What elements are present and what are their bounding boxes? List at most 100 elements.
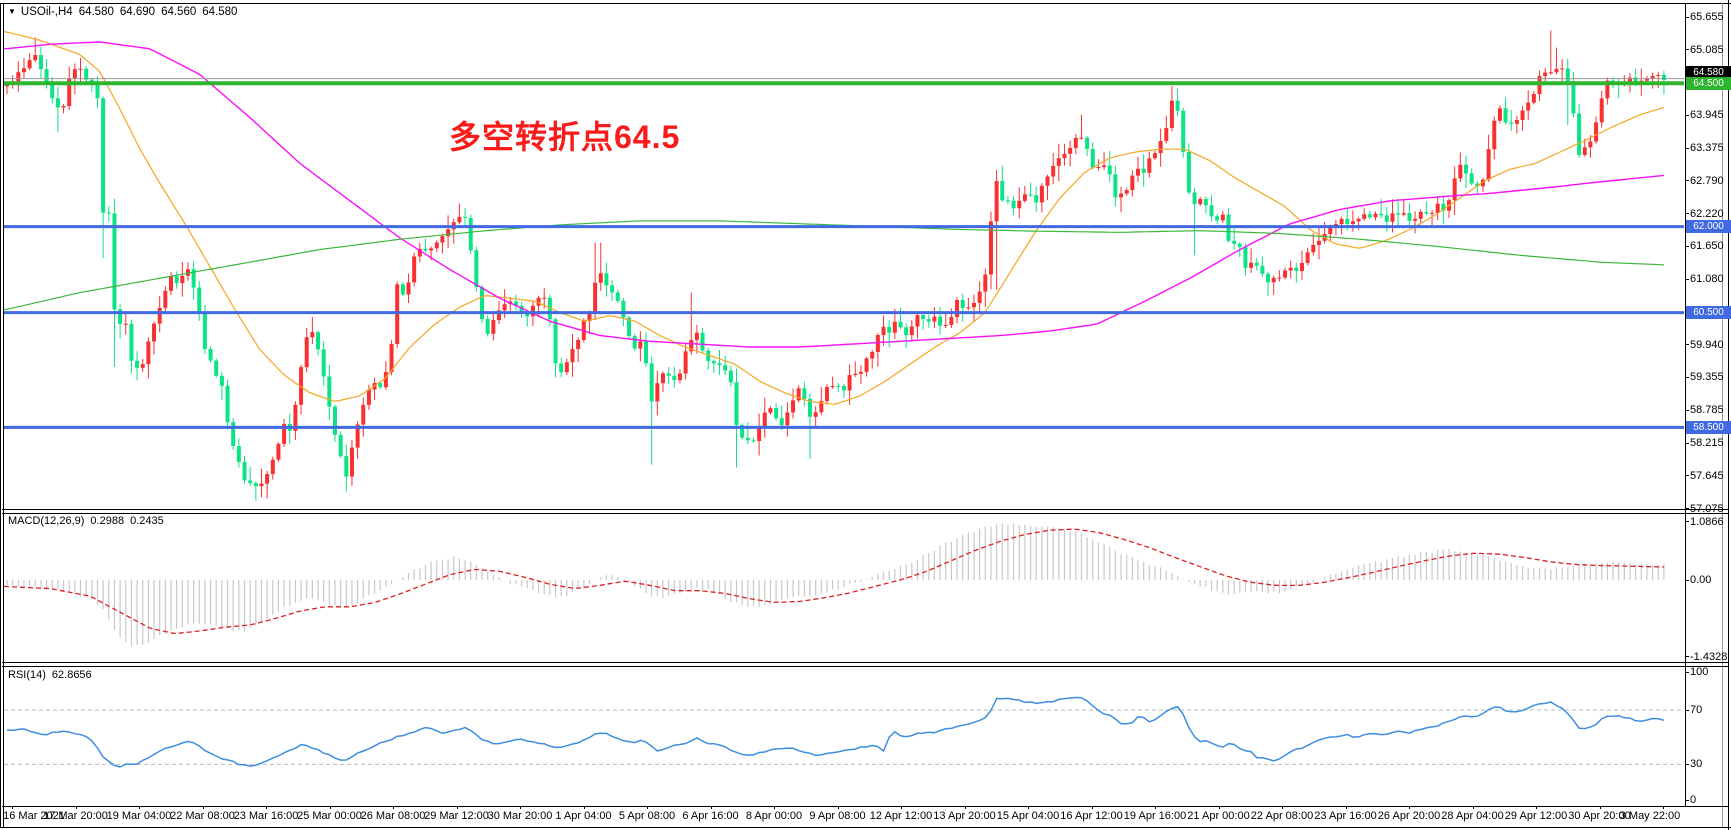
price-tick-label: 63.945 (1690, 109, 1724, 122)
time-tick (202, 806, 204, 809)
time-tick (12, 806, 13, 809)
time-axis-border (2, 806, 1729, 807)
time-label: 25 Mar 00:00 (297, 810, 362, 822)
macd-rsi-divider (2, 662, 1729, 663)
time-tick (710, 806, 712, 809)
price-tick-label: 57.075 (1690, 502, 1724, 515)
time-tick (266, 806, 267, 809)
macd-tick (1685, 656, 1689, 658)
rsi-tick-label: 30 (1690, 758, 1703, 771)
rsi-tick-label: 70 (1690, 704, 1703, 716)
candles-group (5, 30, 1666, 501)
time-label: 21 Apr 00:00 (1187, 810, 1250, 822)
price-tick (1685, 213, 1689, 215)
price-tick (1685, 180, 1689, 182)
rsi-label: RSI(14) (8, 669, 46, 681)
time-tick (139, 806, 140, 809)
price-tick (1685, 442, 1689, 444)
price-tick-label: 62.220 (1690, 207, 1724, 220)
price-tick-label: 65.085 (1690, 43, 1724, 56)
price-tick-label: 59.355 (1690, 371, 1724, 384)
price-tick (1685, 278, 1689, 280)
rsi-tick (1685, 709, 1689, 711)
price-tick-label: 58.785 (1690, 404, 1724, 417)
window-right-border (1728, 0, 1729, 830)
time-label: 19 Mar 04:00 (106, 810, 172, 822)
chevron-down-icon[interactable]: ▼ (8, 7, 16, 16)
time-label: 15 Apr 04:00 (996, 810, 1060, 822)
time-tick (1599, 806, 1601, 809)
time-tick (456, 806, 458, 809)
time-label: 28 Apr 04:00 (1441, 810, 1504, 822)
rsi-tick-label: 0 (1690, 794, 1697, 806)
time-tick (1472, 806, 1474, 809)
price-tick (1685, 376, 1689, 378)
time-label: 29 Mar 12:00 (424, 810, 489, 822)
price-tick-label: 58.215 (1690, 437, 1724, 449)
rsi-value: 62.8656 (51, 669, 92, 681)
macd-tick (1685, 579, 1689, 581)
price-tick-label: 59.940 (1690, 338, 1724, 351)
fast-ma-line (3, 31, 1665, 405)
time-tick (1091, 806, 1093, 809)
time-label: 17 Mar 20:00 (43, 810, 108, 822)
rsi-panel-top-border (2, 666, 1729, 667)
macd-main-value: 0.2988 (90, 515, 125, 527)
time-tick (1345, 806, 1347, 809)
time-label: 23 Apr 16:00 (1314, 810, 1377, 822)
chart-header: ▼ USOil-,H4 64.580 64.690 64.560 64.580 (8, 6, 237, 18)
rsi-line (6, 696, 1665, 768)
quote-close: 64.580 (202, 6, 238, 18)
time-label: 30 Mar 20:00 (487, 810, 553, 822)
price-tick (1685, 508, 1689, 510)
time-label: 12 Apr 12:00 (869, 810, 933, 822)
time-label: 8 Apr 00:00 (745, 810, 803, 822)
time-label: 30 Apr 20:00 (1568, 810, 1631, 822)
rsi-tick-label: 100 (1690, 666, 1709, 678)
macd-histogram (6, 523, 1665, 647)
macd-tick-label: 1.0866 (1690, 515, 1724, 528)
price-badge-64_500: 64.500 (1686, 76, 1731, 90)
macd-tick (1685, 521, 1689, 523)
time-label: 26 Mar 08:00 (360, 810, 426, 822)
price-tick (1685, 409, 1689, 411)
time-tick (520, 806, 521, 809)
macd-header: MACD(12,26,9) 0.2988 0.2435 (8, 515, 170, 527)
time-label: 19 Apr 16:00 (1123, 810, 1187, 822)
rsi-header: RSI(14) 62.8656 (8, 669, 98, 681)
price-tick-label: 63.375 (1690, 142, 1724, 155)
time-tick (393, 806, 394, 809)
slow-ma-line (3, 220, 1665, 311)
time-label: 1 Apr 04:00 (555, 810, 612, 822)
time-tick (1536, 806, 1537, 809)
window-left-border (0, 3, 1, 828)
time-label: 16 Mar 2021 (3, 810, 65, 822)
macd-tick-label: -1.4328 (1690, 650, 1728, 663)
price-tick-label: 62.790 (1690, 174, 1724, 187)
price-tick (1685, 475, 1689, 477)
macd-signal-value: 0.2435 (130, 515, 164, 527)
time-tick (774, 806, 775, 809)
time-tick (837, 806, 839, 809)
quote-low: 64.560 (161, 6, 197, 18)
time-tick (1409, 806, 1410, 809)
time-label: 13 Apr 20:00 (933, 810, 996, 822)
mid-ma-line (3, 41, 1665, 348)
time-tick (583, 806, 585, 809)
time-tick (1218, 806, 1220, 809)
price-badge-64_580: 64.580 (1686, 66, 1731, 80)
macd-label: MACD(12,26,9) (8, 515, 85, 527)
time-tick (901, 806, 902, 809)
time-tick (1663, 806, 1664, 809)
macd-signal-line (3, 528, 1664, 635)
price-badge-62_000: 62.000 (1686, 220, 1731, 234)
quote-high: 64.690 (119, 6, 156, 18)
window-right-inner-border (1722, 3, 1723, 828)
time-tick (75, 806, 77, 809)
time-label: 5 Apr 08:00 (618, 810, 676, 822)
price-tick (1685, 16, 1689, 18)
time-tick (647, 806, 648, 809)
price-tick (1685, 147, 1689, 149)
chart-left-border (3, 3, 4, 828)
